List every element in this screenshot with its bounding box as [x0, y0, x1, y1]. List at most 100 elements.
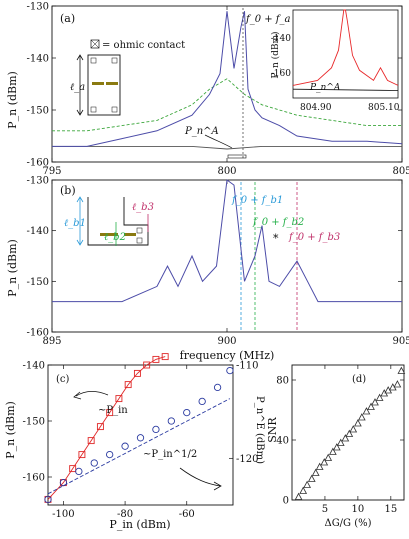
point-d-triangle	[315, 462, 324, 470]
point-c-square	[161, 353, 169, 361]
panel-a-traces	[52, 11, 403, 150]
point-c-square	[87, 437, 95, 445]
panel-b-traces	[52, 179, 402, 330]
point-c-square	[96, 423, 104, 431]
panel-d: 5 10 15 0 40 80 (d) SNR ΔG/G (%)	[266, 364, 406, 529]
point-c-circle	[121, 442, 129, 450]
panel-b-xlabel: frequency (MHz)	[180, 349, 275, 362]
panel-b-annot-fb2: f_0 + f_b2	[252, 217, 304, 228]
ytick-label-1: -150	[23, 417, 45, 428]
xtick-label-0: 895	[42, 336, 61, 347]
xtick-label-0: 795	[42, 166, 61, 177]
point-d-triangle	[397, 366, 406, 374]
point-d-triangle	[311, 468, 320, 476]
gate-b-left	[100, 233, 118, 236]
ytick-label-2: -150	[27, 277, 49, 288]
inset-xtick-2: 805.10	[368, 103, 400, 113]
inset-ytick-2: -160	[271, 69, 291, 79]
panel-b-annot-fb1: f_0 + f_b1	[231, 195, 283, 206]
xtick-label-2: 805	[392, 166, 409, 177]
ell-a-label: ℓ_a	[70, 82, 85, 93]
panel-a-annot-pna: P_n^A	[184, 126, 219, 137]
ytick-label-3: -160	[27, 328, 49, 339]
ytick-label-1: 40	[276, 436, 289, 447]
xtick-label-1: 900	[217, 336, 236, 347]
gate-b-right	[124, 233, 136, 236]
trace-inset-red	[292, 9, 399, 86]
point-c-circle	[152, 425, 160, 434]
point-d-triangle	[332, 443, 341, 451]
panel-a-label: (a)	[60, 12, 75, 25]
panel-c: -100 -80 -60 -140 -150 -160 -110 -120 (c) P_n (…	[4, 353, 265, 531]
xtick-label-1: 800	[217, 166, 236, 177]
point-c-circle	[44, 495, 52, 504]
point-c-circle	[90, 459, 98, 467]
ytick-label-1: -140	[27, 54, 49, 65]
panel-d-frame	[291, 364, 405, 501]
point-c-square	[143, 361, 151, 369]
xtick-label-1: 10	[352, 504, 365, 515]
trace-a-green	[52, 78, 402, 132]
point-d-triangle	[320, 458, 329, 466]
point-c-square	[152, 355, 160, 363]
panel-d-ylabel: SNR	[266, 417, 279, 443]
panel-c-label: (c)	[56, 374, 70, 385]
panel-b-ylabel: P_n (dBm)	[6, 239, 19, 297]
point-d-triangle	[345, 429, 354, 437]
point-c-circle	[136, 434, 145, 442]
point-d-triangle	[362, 407, 371, 415]
point-d-triangle	[371, 398, 379, 406]
point-d-triangle	[303, 480, 312, 488]
point-c-circle	[75, 467, 83, 476]
trace-a-blue	[52, 11, 403, 147]
point-d-triangle	[299, 486, 308, 494]
point-c-square	[69, 465, 77, 473]
inset-frame	[292, 9, 399, 99]
inset-xtick-1: 804.90	[300, 103, 332, 113]
xtick-label-0: 5	[322, 504, 328, 515]
device-sketch-b: ℓ_b1 ℓ_b2 ℓ_b3	[64, 196, 154, 246]
point-c-circle	[167, 417, 175, 425]
panel-a: 795 800 805 -130 -140 -150 -160 (a) P_n (dBm) …	[6, 2, 409, 178]
ytick-right-label-0: -110	[236, 361, 258, 372]
xtick-label-2: 15	[384, 504, 397, 515]
point-c-circle	[59, 478, 68, 487]
panel-a-inset: P_n (dBm) -140 -160 804.90 805.10 P_n^A	[270, 9, 400, 113]
legend-ohmic-symbol	[90, 39, 100, 49]
fit-c-linear	[47, 356, 166, 500]
trace-a-gray	[52, 145, 402, 150]
panel-a-ylabel: P_n (dBm)	[6, 71, 19, 129]
point-c-square	[78, 451, 86, 459]
point-c-square	[124, 381, 132, 389]
xtick-label-1: -80	[117, 509, 133, 520]
point-c-circle	[106, 450, 114, 459]
point-c-circle	[213, 383, 222, 392]
panel-b-annot-star: *	[273, 232, 279, 245]
inset-annot: P_n^A	[309, 83, 341, 93]
ytick-label-2: -160	[23, 473, 45, 484]
point-c-square	[133, 369, 141, 377]
xtick-label-2: 905	[392, 336, 409, 347]
inset-zoom-marker	[227, 154, 247, 159]
panel-b-frame	[51, 179, 403, 333]
ytick-label-0: -140	[23, 361, 45, 372]
panel-d-traces	[294, 366, 406, 500]
point-c-circle	[183, 408, 191, 417]
point-d-triangle	[375, 393, 384, 401]
panel-d-label: (d)	[352, 374, 366, 385]
xtick-label-0: -100	[52, 509, 74, 520]
ytick-label-3: -160	[27, 158, 49, 169]
panel-b-annot-fb3: f_0 + f_b3	[288, 232, 340, 243]
inset-ytick-1: -140	[271, 34, 291, 44]
panel-c-frame	[47, 364, 234, 506]
ytick-label-0: -130	[27, 176, 49, 187]
ytick-label-1: -140	[27, 226, 49, 237]
panel-c-annot-sqrt: ~P_in^1/2	[143, 449, 197, 460]
point-d-triangle	[354, 419, 362, 427]
device-outline-a	[87, 54, 121, 116]
panel-a-annot-f0fa: f_0 + f_a	[245, 14, 291, 25]
ytick-label-0: 0	[283, 496, 289, 507]
point-d-triangle	[307, 474, 316, 482]
point-c-square	[115, 395, 123, 403]
